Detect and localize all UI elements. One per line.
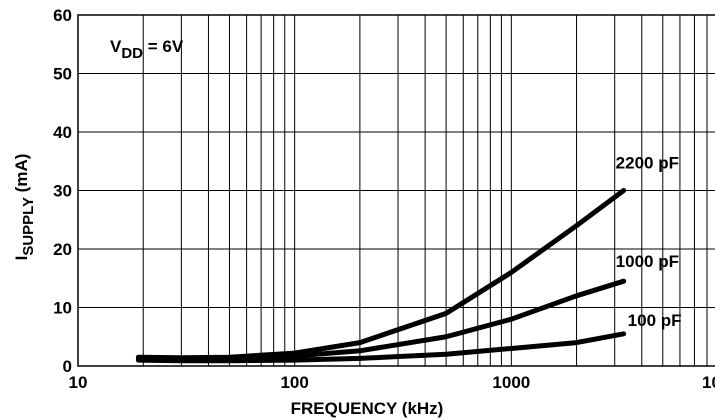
y-tick-label: 20	[53, 240, 72, 259]
y-axis-title: ISUPPLY (mA)	[12, 154, 37, 261]
y-tick-label: 50	[53, 65, 72, 84]
series-line-2200pf	[135, 188, 627, 361]
x-axis-title: FREQUENCY (kHz)	[291, 399, 444, 418]
y-tick-label: 40	[53, 123, 72, 142]
series-label: 2200 pF	[616, 154, 679, 173]
x-tick-label: 1000	[492, 373, 530, 392]
vdd-annotation: VDD = 6V	[110, 37, 184, 62]
y-tick-label: 0	[63, 357, 72, 376]
x-tick-label: 10	[69, 373, 88, 392]
y-tick-label: 60	[53, 6, 72, 25]
series-label: 1000 pF	[616, 252, 679, 271]
y-tick-label: 30	[53, 182, 72, 201]
plot-frame	[77, 14, 715, 367]
x-tick-label: 100	[280, 373, 308, 392]
series-line-100pf	[135, 331, 627, 364]
y-tick-label: 10	[53, 299, 72, 318]
series-label: 100 pF	[628, 311, 682, 330]
grid	[77, 14, 715, 367]
series-labels: 2200 pF 1000 pF 100 pF	[616, 154, 682, 330]
series-lines	[135, 188, 627, 364]
x-tick-label: 10,000	[702, 373, 715, 392]
